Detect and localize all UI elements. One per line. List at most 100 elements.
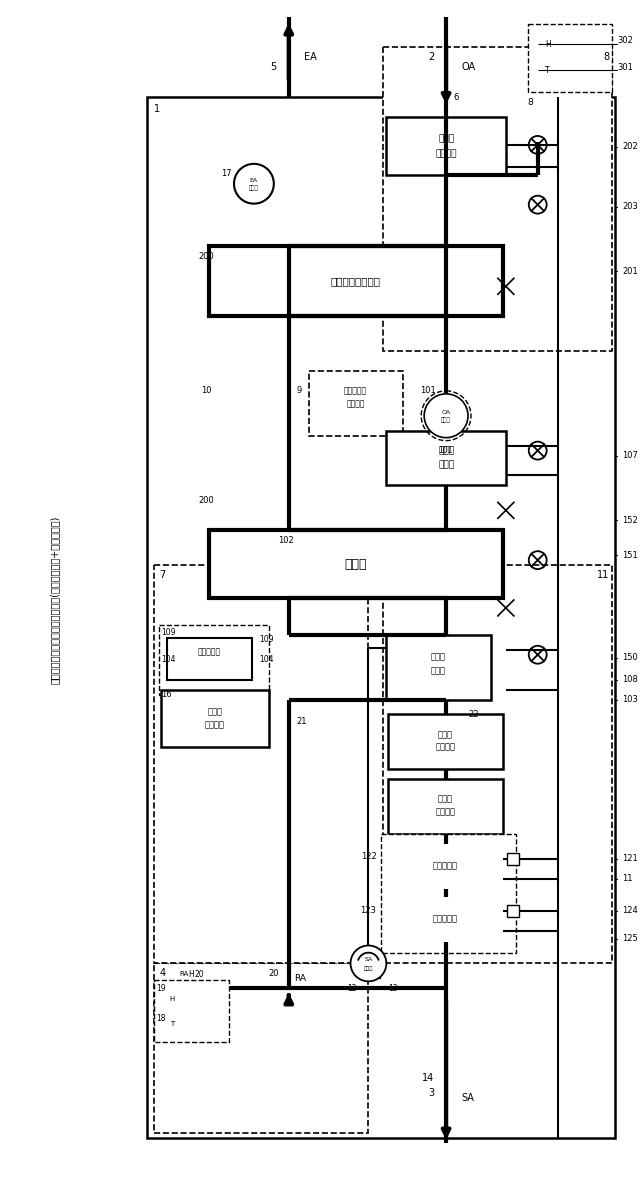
Text: 14: 14 — [422, 1073, 434, 1083]
Text: デハミ: デハミ — [344, 558, 367, 571]
Text: 6: 6 — [453, 92, 458, 102]
Text: 108: 108 — [622, 675, 638, 684]
Text: 空気調和機フロー図・・・中間期(冷温水コイル+デシカント): 空気調和機フロー図・・・中間期(冷温水コイル+デシカント) — [50, 516, 60, 684]
Text: 1: 1 — [154, 104, 161, 114]
Text: T: T — [545, 66, 550, 75]
Text: 10: 10 — [202, 386, 212, 395]
Text: 121: 121 — [622, 855, 638, 863]
Bar — [308, 371, 403, 436]
Text: RA: RA — [180, 971, 189, 977]
Bar — [388, 896, 503, 941]
Text: ロータリー: ロータリー — [344, 386, 367, 395]
Bar — [159, 625, 269, 695]
Text: 冷水コイル: 冷水コイル — [198, 648, 221, 656]
Text: 101: 101 — [438, 446, 452, 455]
Text: ファン: ファン — [438, 135, 454, 143]
Text: ファン: ファン — [438, 729, 452, 739]
Text: フィルタ: フィルタ — [205, 720, 225, 729]
Text: フィルタ: フィルタ — [435, 807, 455, 817]
Text: 20: 20 — [195, 970, 204, 979]
Bar — [388, 844, 503, 889]
Text: 125: 125 — [622, 934, 638, 942]
Text: OA: OA — [442, 411, 451, 416]
Text: 冷水コイル: 冷水コイル — [433, 914, 458, 924]
Text: 150: 150 — [622, 654, 638, 662]
Text: H: H — [545, 40, 550, 49]
Bar — [161, 1015, 183, 1034]
Bar — [154, 980, 229, 1042]
Text: 302: 302 — [618, 36, 633, 45]
Text: 交換器: 交換器 — [431, 667, 445, 675]
Text: RA: RA — [294, 974, 306, 983]
Text: 8: 8 — [604, 52, 609, 63]
Text: 顕熱熱: 顕熱熱 — [431, 652, 445, 661]
Text: 12: 12 — [347, 984, 356, 993]
Bar — [388, 779, 503, 834]
Text: 11: 11 — [597, 570, 609, 580]
Text: 3: 3 — [428, 1088, 434, 1098]
Text: 加湿器: 加湿器 — [438, 794, 452, 804]
Text: 17: 17 — [221, 169, 232, 179]
Text: 107: 107 — [622, 451, 638, 461]
Bar — [383, 565, 612, 964]
Text: 124: 124 — [622, 906, 638, 915]
Text: 200: 200 — [198, 252, 214, 260]
Text: OA: OA — [461, 63, 475, 72]
Text: ファン: ファン — [207, 707, 223, 716]
Text: 8: 8 — [528, 97, 534, 107]
Bar — [507, 852, 519, 864]
Text: 18: 18 — [156, 1014, 166, 1023]
Text: 13: 13 — [388, 984, 398, 993]
Text: SA: SA — [461, 1093, 474, 1102]
Text: SA: SA — [364, 957, 372, 961]
Bar — [536, 60, 561, 81]
Text: 19: 19 — [156, 984, 166, 993]
Text: 2: 2 — [428, 52, 434, 63]
Circle shape — [424, 394, 468, 438]
Text: コイル: コイル — [438, 461, 454, 469]
Text: 4: 4 — [159, 969, 166, 978]
Text: H: H — [170, 996, 175, 1003]
Text: EA: EA — [304, 52, 316, 63]
Text: 301: 301 — [618, 63, 633, 72]
Bar — [209, 530, 503, 598]
Text: 103: 103 — [622, 695, 638, 704]
Bar — [147, 97, 616, 1138]
Bar — [388, 714, 503, 770]
Text: 202: 202 — [622, 142, 638, 152]
Text: 104: 104 — [161, 655, 176, 664]
Circle shape — [234, 163, 274, 204]
Bar — [381, 834, 516, 953]
Text: 冷水コイル: 冷水コイル — [433, 861, 458, 870]
Bar — [154, 565, 369, 964]
Text: 201: 201 — [622, 266, 638, 276]
Text: 200: 200 — [198, 496, 214, 504]
Text: 21: 21 — [296, 718, 307, 726]
Bar — [507, 905, 519, 916]
Text: 7: 7 — [159, 570, 166, 580]
Bar — [383, 47, 612, 350]
Text: フィルタ: フィルタ — [435, 742, 455, 752]
Bar — [528, 25, 612, 92]
Text: 104: 104 — [259, 655, 273, 664]
Text: 152: 152 — [622, 516, 638, 525]
Text: 冷温水: 冷温水 — [438, 446, 454, 455]
Text: 101: 101 — [420, 386, 436, 395]
Text: 151: 151 — [622, 551, 638, 560]
Text: 109: 109 — [259, 636, 273, 644]
Text: ファン: ファン — [249, 185, 259, 191]
Text: フィルタ: フィルタ — [435, 149, 457, 159]
Bar — [387, 431, 506, 485]
Text: ファン: ファン — [441, 417, 451, 423]
Bar — [154, 964, 369, 1133]
Text: 109: 109 — [161, 628, 176, 637]
Bar — [167, 638, 252, 680]
Bar — [387, 635, 491, 700]
Circle shape — [351, 946, 387, 982]
Bar — [161, 990, 183, 1009]
Text: 9: 9 — [296, 386, 301, 395]
Text: 20: 20 — [268, 969, 279, 978]
Bar — [161, 689, 269, 747]
Text: 122: 122 — [361, 852, 376, 862]
Text: デシカント除湿機: デシカント除湿機 — [330, 276, 380, 287]
